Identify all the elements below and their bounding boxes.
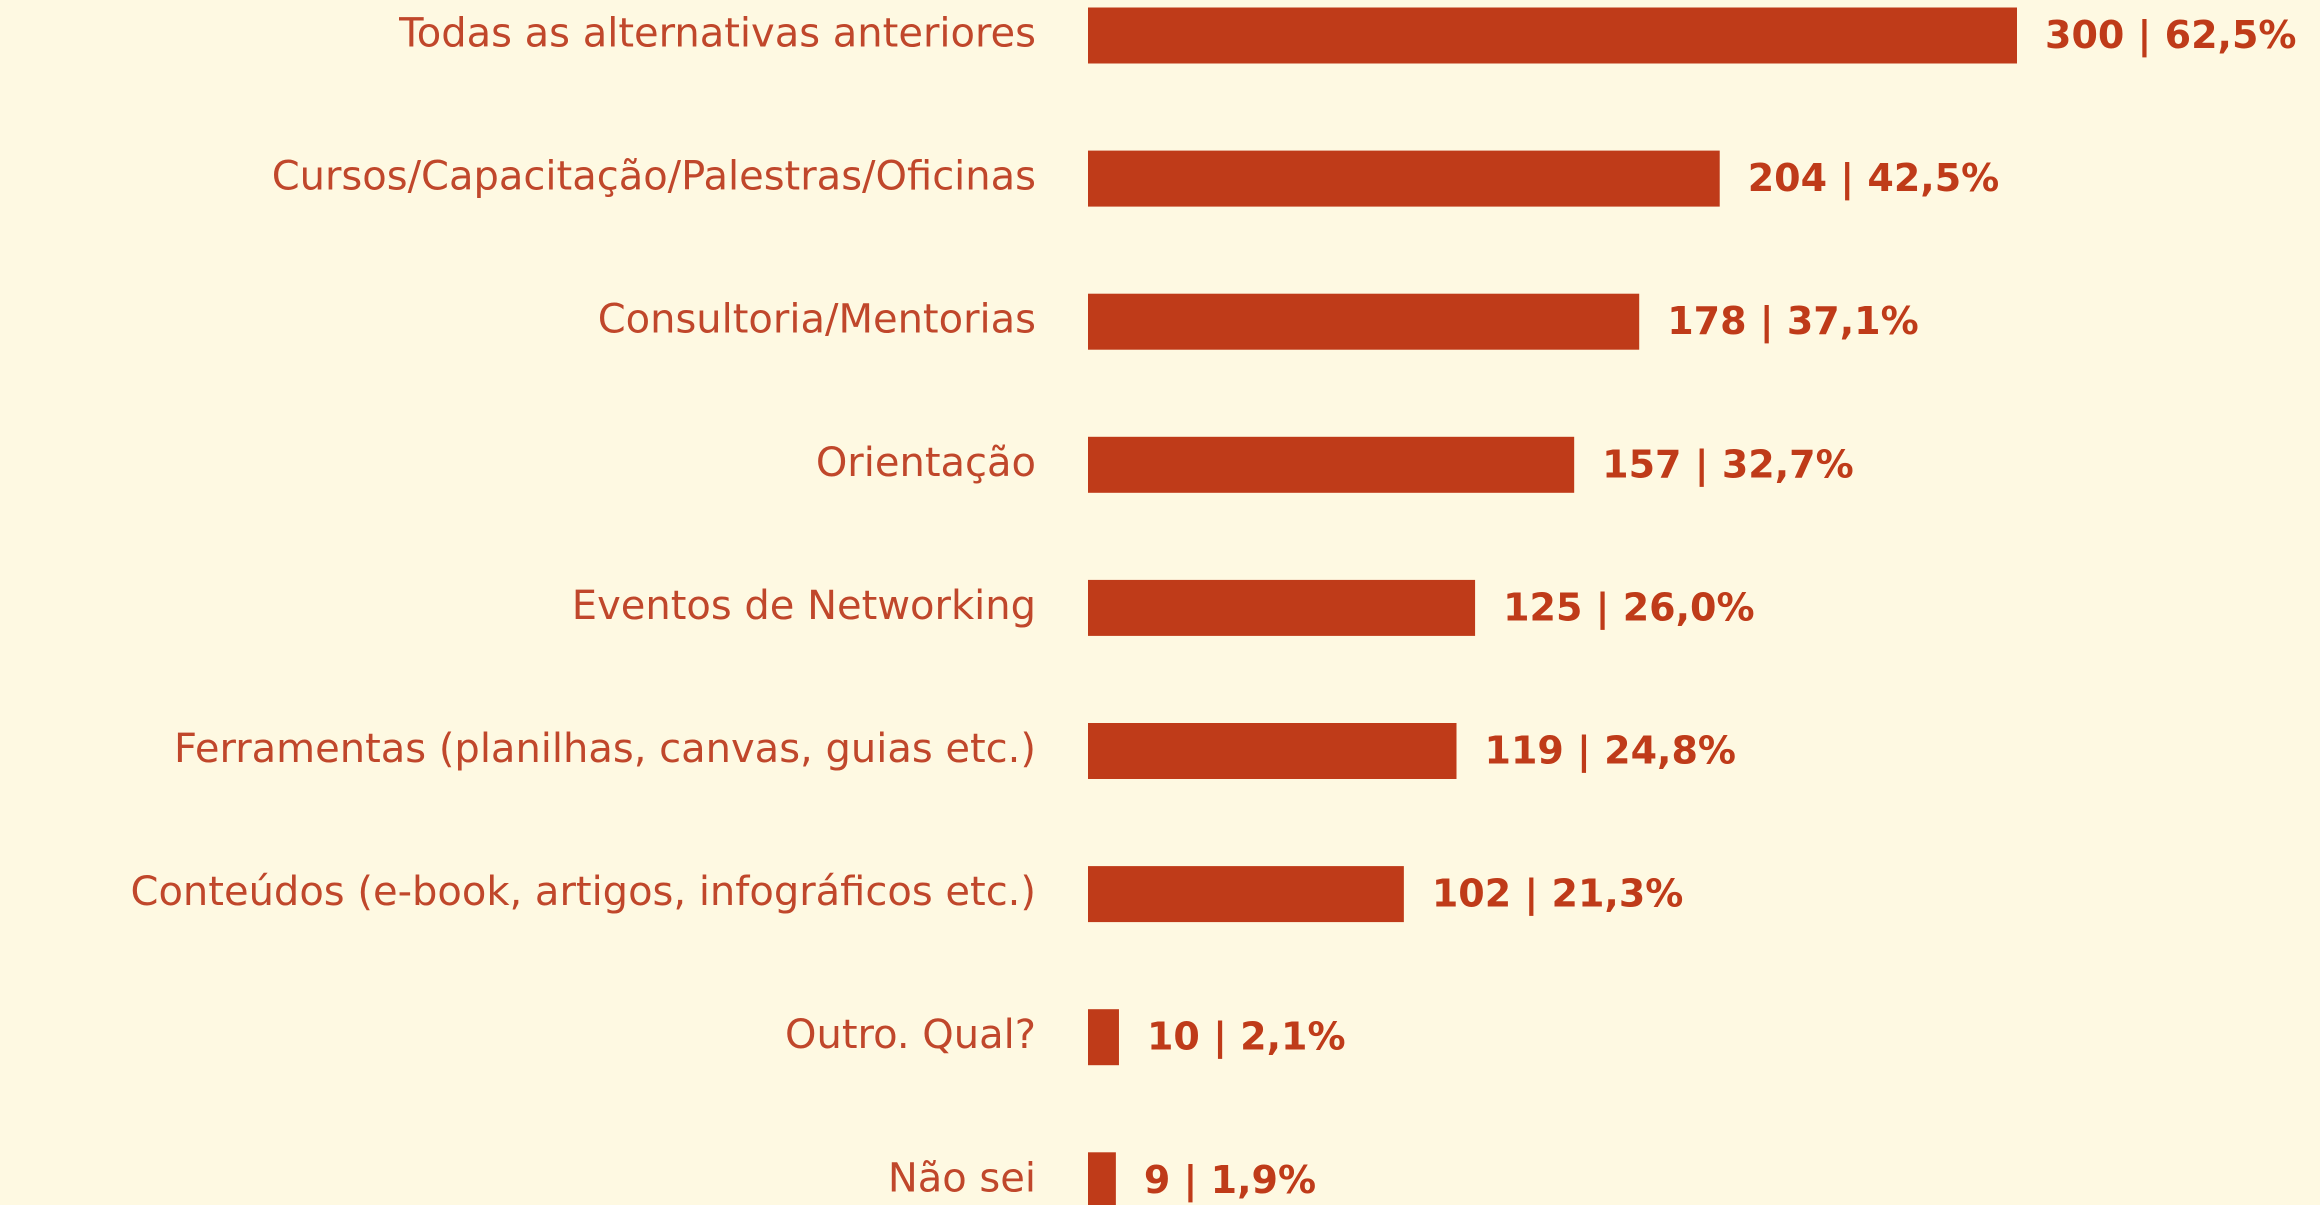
value-label: 204 | 42,5%: [1748, 156, 2000, 201]
category-label: Outro. Qual?: [785, 1012, 1036, 1058]
bar: [1088, 579, 1476, 636]
category-label: Orientação: [816, 440, 1036, 486]
bar: [1088, 866, 1404, 923]
category-label: Todas as alternativas anteriores: [398, 11, 1036, 57]
value-label: 9 | 1,9%: [1144, 1158, 1316, 1203]
category-label: Consultoria/Mentorias: [598, 297, 1036, 343]
category-label: Ferramentas (planilhas, canvas, guias et…: [174, 726, 1036, 772]
value-label: 300 | 62,5%: [2045, 13, 2297, 58]
value-label: 178 | 37,1%: [1667, 299, 1919, 344]
bar: [1088, 723, 1457, 779]
bar: [1088, 293, 1640, 350]
value-label: 119 | 24,8%: [1485, 729, 1737, 774]
bar: [1088, 1152, 1116, 1205]
bar: [1088, 436, 1575, 493]
category-label: Conteúdos (e-book, artigos, infográficos…: [131, 869, 1036, 915]
bar: [1088, 1009, 1119, 1066]
value-label: 157 | 32,7%: [1602, 442, 1854, 487]
value-label: 102 | 21,3%: [1432, 872, 1684, 917]
bar: [1088, 7, 2017, 64]
category-label: Cursos/Capacitação/Palestras/Oficinas: [272, 154, 1036, 200]
category-label: Não sei: [888, 1155, 1036, 1201]
value-label: 125 | 26,0%: [1503, 585, 1755, 630]
value-label: 10 | 2,1%: [1147, 1015, 1346, 1060]
category-label: Eventos de Networking: [572, 583, 1036, 629]
bar: [1088, 150, 1720, 207]
